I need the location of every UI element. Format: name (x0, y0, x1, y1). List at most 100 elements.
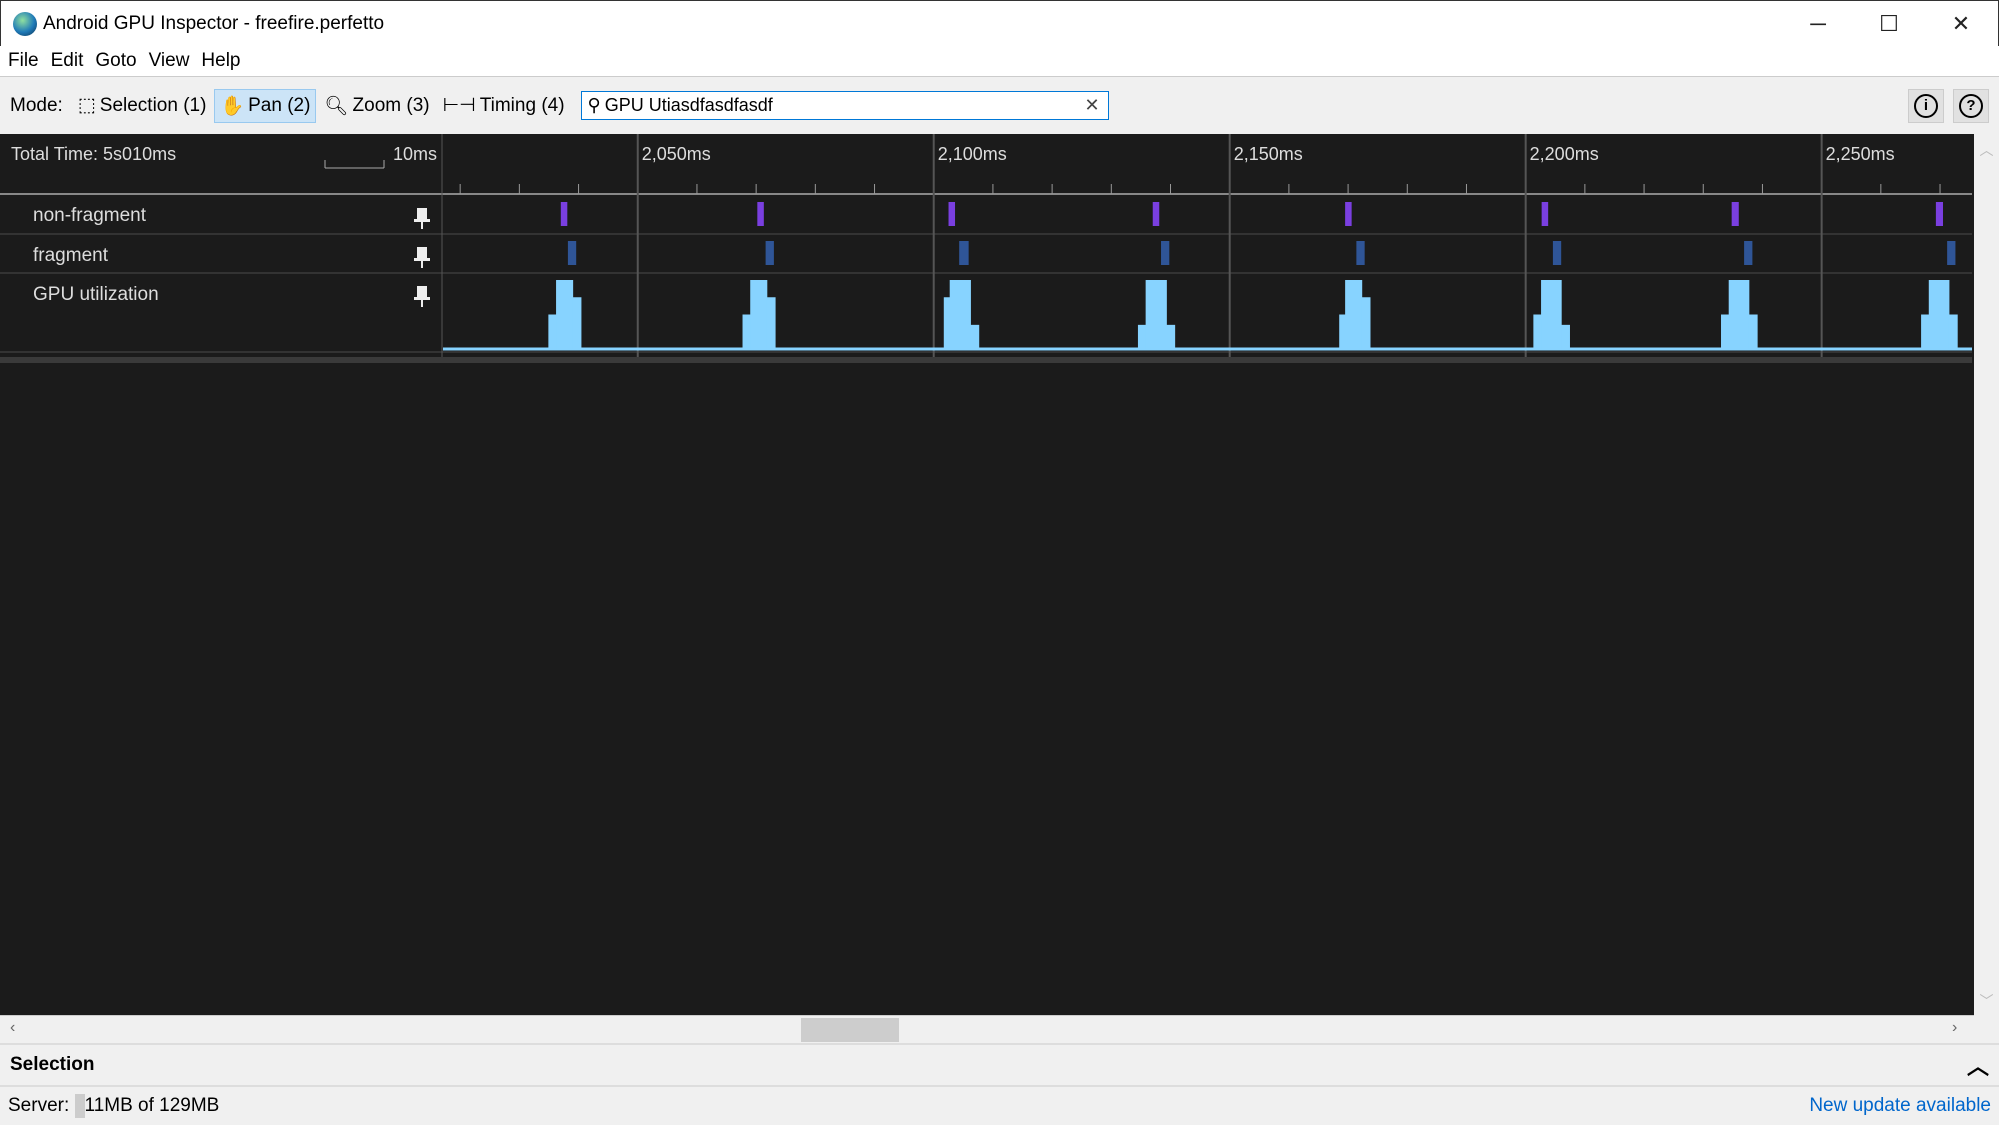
maximize-button[interactable]: ☐ (1879, 11, 1899, 36)
gpu-utilization-bar (1345, 280, 1363, 349)
gpu-utilization-bar (1145, 280, 1167, 349)
track-event-non-fragment (1935, 202, 1943, 226)
tick-label: 2,050ms (642, 144, 711, 164)
minimize-button[interactable]: ─ (1810, 11, 1826, 36)
track-event-non-fragment (1541, 202, 1549, 226)
clear-search-icon[interactable]: ✕ (1084, 95, 1100, 115)
gpu-utilization-bar (556, 280, 574, 349)
scroll-right-icon[interactable]: › (1952, 1019, 1958, 1036)
pin-icon (414, 247, 430, 268)
gpu-utilization-bar (548, 314, 557, 349)
track-event-fragment (567, 241, 577, 265)
scroll-down-icon[interactable]: ﹀ (1979, 993, 1994, 1009)
scroll-left-icon[interactable]: ‹ (10, 1019, 16, 1036)
scrollbar-thumb[interactable] (801, 1018, 899, 1042)
gpu-utilization-bar (1166, 324, 1176, 349)
track-event-fragment (765, 241, 774, 265)
gpu-utilization-bar (1928, 280, 1950, 349)
total-time: Total Time: 5s010ms (11, 144, 177, 164)
close-button[interactable]: ✕ (1951, 11, 1971, 36)
tick-label: 2,150ms (1234, 144, 1303, 164)
mode-selection-button[interactable]: ⬚ Selection (1) (73, 90, 212, 121)
track-event-fragment (1161, 241, 1170, 265)
memory-bar (74, 1094, 85, 1118)
menu-file[interactable]: File (8, 50, 39, 71)
track-event-non-fragment (1345, 202, 1352, 226)
gpu-utilization-bar (1948, 314, 1958, 349)
timeline-panel[interactable]: 2,050ms 2,100ms 2,150ms 2,200ms 2,250ms Tota… (0, 134, 1974, 1015)
gpu-utilization-bar (1361, 297, 1371, 349)
track-event-fragment (959, 241, 969, 265)
hand-icon: ✋ (220, 95, 245, 117)
track-event-fragment (1552, 241, 1562, 265)
track-event-non-fragment (1731, 202, 1739, 226)
mode-zoom-button[interactable]: 🔍︎ Zoom (3) (319, 90, 434, 122)
selection-panel-header[interactable]: Selection ︿ (0, 1043, 1999, 1087)
gpu-utilization-bar (1721, 314, 1730, 349)
info-icon: i (1914, 93, 1938, 118)
scale-label: 10ms (393, 144, 438, 164)
track-label-gpu-utilization: GPU utilization (33, 284, 159, 305)
track-event-fragment (1356, 241, 1365, 265)
status-bar: Server: 11MB of 129MB New update availab… (0, 1087, 1999, 1125)
gpu-utilization-bar (572, 297, 582, 349)
menu-help[interactable]: Help (201, 50, 241, 71)
mode-timing-button[interactable]: ⊢⊣ Timing (4) (438, 90, 570, 121)
panel-divider (0, 357, 1972, 363)
gpu-utilization-bar (1748, 314, 1758, 349)
timing-icon: ⊢⊣ (442, 95, 476, 116)
gpu-utilization-bar (742, 314, 751, 349)
mode-label: Mode: (10, 94, 63, 116)
menu-bar: File Edit Goto View Help (0, 46, 1999, 77)
pin-icon (414, 286, 430, 307)
track-event-non-fragment (948, 202, 956, 226)
tick-label: 2,250ms (1826, 144, 1895, 164)
mode-label-text: Timing (4) (479, 94, 565, 116)
scroll-up-icon[interactable]: ︿ (1979, 142, 1994, 158)
mode-label-text: Pan (2) (248, 94, 311, 116)
gpu-utilization-bar (1339, 314, 1346, 349)
search-input[interactable] (604, 95, 1077, 116)
track-event-fragment (1947, 241, 1956, 265)
track-label-non-fragment: non-fragment (33, 205, 147, 226)
horizontal-scrollbar[interactable]: ‹ › (0, 1015, 1974, 1043)
gpu-utilization-bar (1728, 280, 1750, 349)
help-button[interactable]: ? (1953, 88, 1989, 123)
chevron-up-icon[interactable]: ︿ (1966, 1054, 1989, 1079)
track-event-non-fragment (560, 202, 568, 226)
gpu-utilization-bar (1561, 324, 1570, 349)
menu-goto[interactable]: Goto (95, 50, 137, 71)
gpu-utilization-bar (1533, 314, 1542, 349)
window-title: Android GPU Inspector - freefire.perfett… (43, 13, 385, 34)
gpu-utilization-bar (1541, 280, 1562, 349)
gpu-utilization-bar (970, 324, 980, 349)
search-box: ⚲ ✕ (580, 91, 1109, 120)
gpu-utilization-bar (949, 280, 971, 349)
help-icon: ? (1959, 93, 1983, 118)
gpu-utilization-bar (1137, 324, 1147, 349)
mode-label-text: Selection (1) (99, 94, 207, 116)
tick-label: 2,100ms (938, 144, 1007, 164)
pin-icon (414, 208, 430, 229)
search-icon: ⚲ (587, 95, 601, 115)
gpu-utilization-bar (1921, 314, 1930, 349)
server-label: Server: (8, 1095, 70, 1117)
menu-view[interactable]: View (148, 50, 190, 71)
timeline-canvas[interactable]: 2,050ms 2,100ms 2,150ms 2,200ms 2,250ms (0, 134, 1974, 1015)
track-event-non-fragment (757, 202, 764, 226)
mode-label-text: Zoom (3) (352, 94, 430, 116)
gpu-utilization-bar (766, 297, 776, 349)
mode-pan-button[interactable]: ✋ Pan (2) (214, 88, 317, 123)
track-event-fragment (1744, 241, 1753, 265)
vertical-scrollbar[interactable]: ︿ ﹀ (1974, 134, 1999, 1015)
server-memory: 11MB of 129MB (84, 1095, 220, 1117)
menu-edit[interactable]: Edit (50, 50, 84, 71)
tick-label: 2,200ms (1530, 144, 1599, 164)
selection-icon: ⬚ (77, 95, 96, 116)
app-logo-icon (13, 12, 37, 36)
gpu-utilization-bar (750, 280, 768, 349)
toolbar: Mode: ⬚ Selection (1) ✋ Pan (2) 🔍︎ Zoom (3)… (0, 77, 1999, 134)
track-event-non-fragment (1152, 202, 1160, 226)
info-button[interactable]: i (1908, 88, 1944, 123)
update-link[interactable]: New update available (1809, 1095, 1991, 1116)
